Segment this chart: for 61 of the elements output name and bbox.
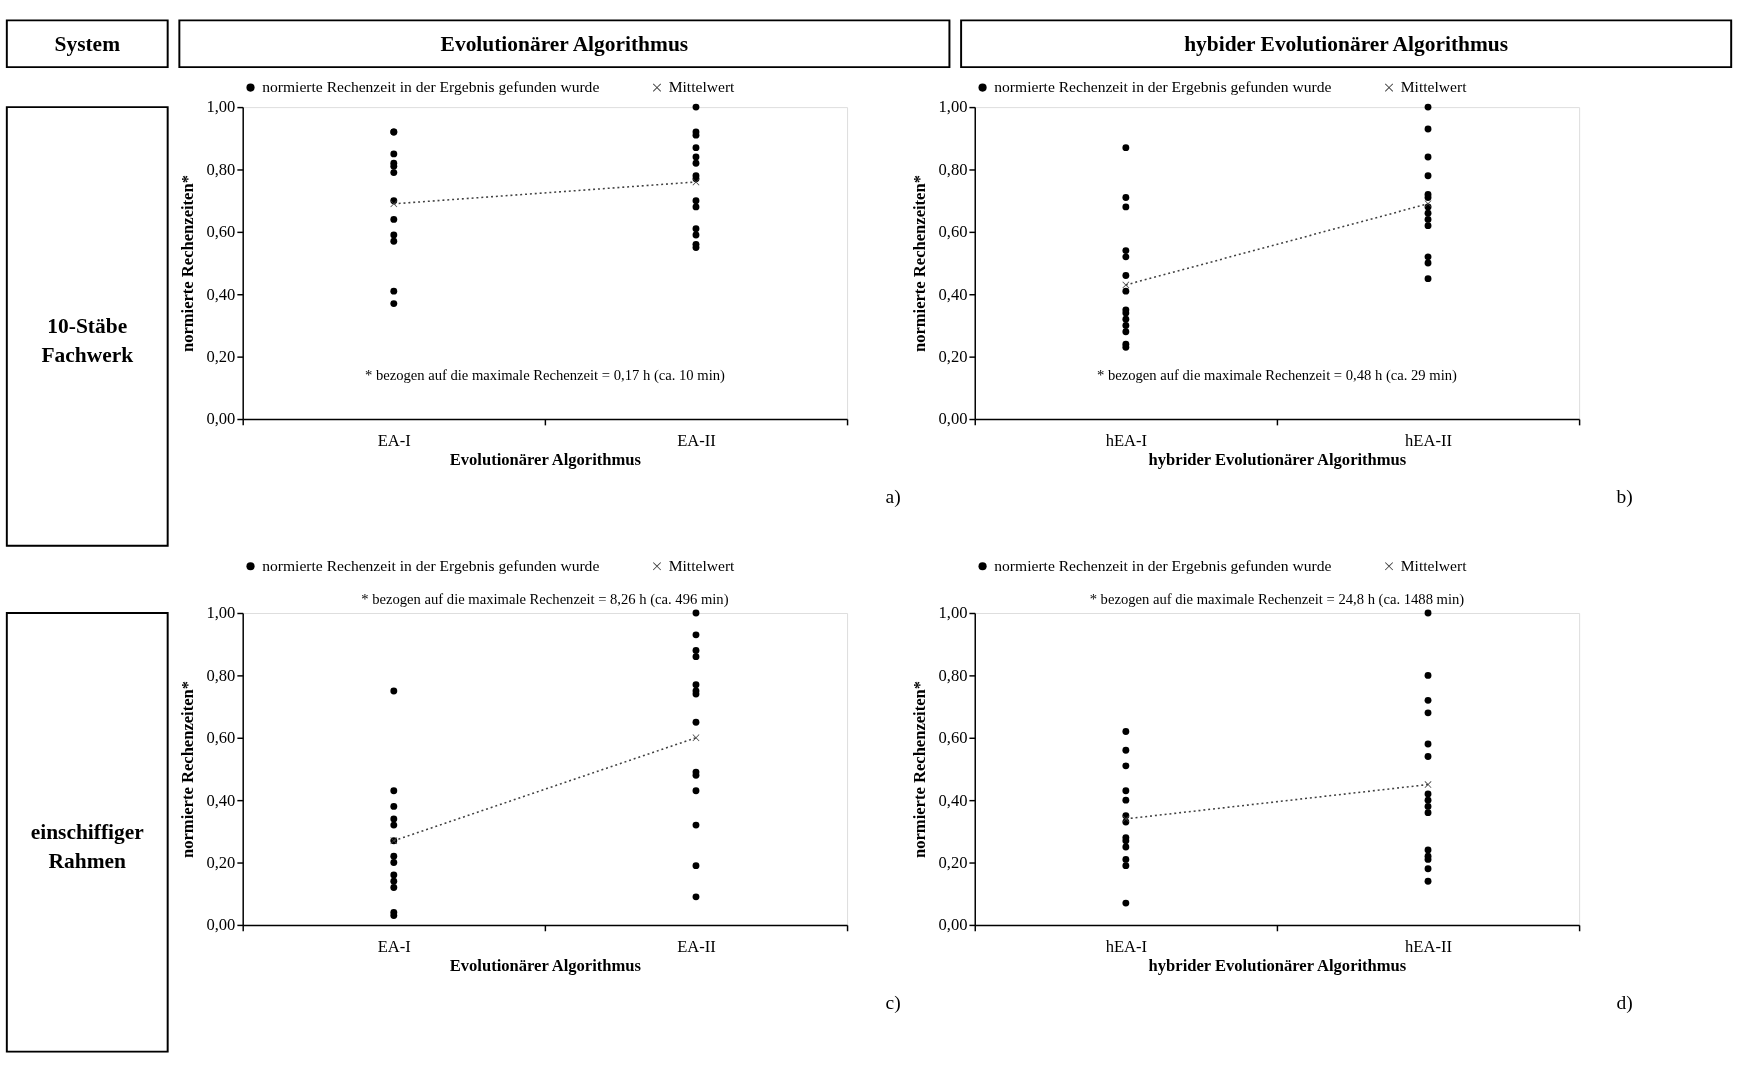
- text: hybider Evolutionärer Algorithmus: [1184, 31, 1509, 56]
- x-tick-label: hEA-II: [1405, 430, 1452, 450]
- y-tick-label: 1,00: [938, 603, 968, 623]
- y-tick-label: 0,00: [206, 409, 236, 429]
- legend-label: normierte Rechenzeit in der Ergebnis gefunden wurde: [994, 557, 1332, 575]
- y-tick-label: 1,00: [206, 97, 236, 117]
- text: * bezogen auf die maximale Rechenzeit = 24,8 h (ca. 1488 min): [1089, 591, 1465, 609]
- y-tick-label: 0,80: [938, 159, 968, 179]
- text: c): [885, 991, 901, 1014]
- x-tick-label: hEA-II: [1405, 936, 1452, 956]
- x-tick-label: hEA-I: [1105, 430, 1148, 450]
- y-axis-title: normierte Rechenzeiten*: [177, 175, 197, 353]
- x-tick-label: EA-II: [677, 936, 716, 956]
- y-tick-label: 0,20: [938, 852, 968, 872]
- legend-label: normierte Rechenzeit in der Ergebnis gefunden wurde: [262, 78, 600, 96]
- y-axis-title: normierte Rechenzeiten*: [909, 680, 929, 858]
- annotation: * bezogen auf die maximale Rechenzeit = 0,48 h (ca. 29 min): [1096, 367, 1458, 385]
- y-tick-label: 0,20: [206, 347, 236, 367]
- x-axis-title: Evolutionärer Algorithmus: [449, 956, 642, 976]
- text: b): [1616, 485, 1633, 508]
- y-tick-label: 1,00: [938, 97, 968, 117]
- y-tick-label: 0,80: [206, 665, 236, 685]
- y-tick-label: 0,60: [206, 222, 236, 242]
- x-tick-label: EA-I: [377, 430, 411, 450]
- legend-label: Mittelwert: [1400, 557, 1468, 575]
- legend-label: Mittelwert: [1400, 78, 1468, 96]
- text: Evolutionärer Algorithmus: [440, 31, 689, 56]
- y-tick-label: 1,00: [206, 603, 236, 623]
- x-axis-title: hybrider Evolutionärer Algorithmus: [1148, 956, 1407, 976]
- text: a): [885, 485, 901, 508]
- y-tick-label: 0,80: [206, 159, 236, 179]
- x-axis-title: Evolutionärer Algorithmus: [449, 450, 642, 470]
- y-tick-label: 0,00: [938, 915, 968, 935]
- x-tick-label: EA-II: [677, 430, 716, 450]
- legend-label: Mittelwert: [668, 78, 736, 96]
- y-tick-label: 0,60: [938, 222, 968, 242]
- y-tick-label: 0,20: [206, 852, 236, 872]
- y-tick-label: 0,40: [206, 284, 236, 304]
- legend-label: Mittelwert: [668, 557, 736, 575]
- y-axis-title: normierte Rechenzeiten*: [909, 175, 929, 353]
- text: * bezogen auf die maximale Rechenzeit = 8,26 h (ca. 496 min): [361, 591, 729, 609]
- annotation: * bezogen auf die maximale Rechenzeit = 0,17 h (ca. 10 min): [364, 367, 725, 385]
- y-tick-label: 0,60: [938, 728, 968, 748]
- y-tick-label: 0,80: [938, 665, 968, 685]
- y-tick-label: 0,00: [206, 915, 236, 935]
- legend-label: normierte Rechenzeit in der Ergebnis gefunden wurde: [262, 557, 600, 575]
- text: d): [1616, 991, 1633, 1014]
- y-tick-label: 0,40: [206, 790, 236, 810]
- y-tick-label: 0,00: [938, 409, 968, 429]
- text: System: [54, 31, 121, 56]
- legend-label: normierte Rechenzeit in der Ergebnis gefunden wurde: [994, 78, 1332, 96]
- text: einschiffiger Rahmen: [30, 820, 145, 874]
- y-tick-label: 0,20: [938, 347, 968, 367]
- y-tick-label: 0,60: [206, 728, 236, 748]
- x-tick-label: EA-I: [377, 936, 411, 956]
- text: 10-Stäbe Fachwerk: [41, 314, 134, 368]
- y-tick-label: 0,40: [938, 790, 968, 810]
- y-tick-label: 0,40: [938, 284, 968, 304]
- y-axis-title: normierte Rechenzeiten*: [177, 680, 197, 858]
- x-axis-title: hybrider Evolutionärer Algorithmus: [1148, 450, 1407, 470]
- x-tick-label: hEA-I: [1105, 936, 1148, 956]
